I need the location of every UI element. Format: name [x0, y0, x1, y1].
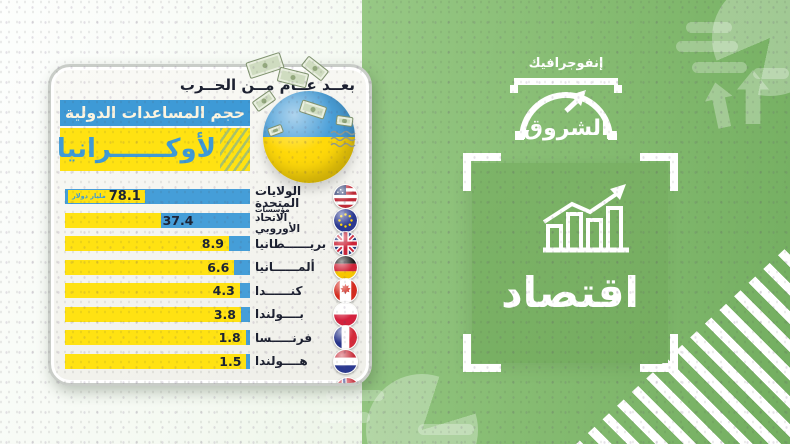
bar-row: 1.5 هــــولندا: [65, 348, 369, 374]
card-title-line1: بعــد عــام مــن الحــرب: [179, 76, 355, 94]
country-label: هــــولندا: [255, 354, 308, 368]
poland-flag-icon: [333, 301, 358, 327]
dollar-bill-icon: [335, 114, 354, 128]
bar-fill: [228, 236, 250, 251]
bar-fill: [245, 330, 250, 345]
bar-fill: [241, 306, 250, 322]
chart-rows: 78.1 مليار دولار الولايات المتحدة 37.4 مؤسسا…: [65, 184, 369, 377]
bar-value: 1.5: [219, 353, 242, 369]
country-label: الولايات المتحدة: [255, 183, 302, 210]
bar-chart-trend-icon: [538, 182, 634, 258]
country-label: ألمــــــانيا: [255, 260, 315, 274]
title-banner-yellow: لأوكــــــرانيا: [56, 128, 250, 171]
bar-value: 8.9: [201, 236, 224, 251]
bar-fill: [239, 283, 250, 298]
bar-track: 37.4: [65, 212, 250, 228]
germany-flag-icon: [333, 254, 358, 280]
speed-line-deco: [320, 412, 370, 423]
country-label: مؤسسات الاتحاد الأوروبي: [255, 204, 329, 235]
usa-flag-icon: [333, 184, 358, 209]
bar-row: 8.9 بريــــــطانيا: [65, 231, 369, 256]
brand-logo: إنفوجرافيك الشروق: [498, 56, 634, 141]
corner-bracket-top-left: [463, 153, 501, 191]
bar-value: 3.8: [213, 306, 236, 322]
up-arrow-deco-icon: [702, 80, 739, 131]
france-flag-icon: [333, 325, 358, 350]
shorouk-arch-cursor-logo-icon: الشروق: [506, 73, 626, 141]
bar-track: 8.9: [65, 236, 250, 251]
bar-track: 6.6: [65, 259, 250, 275]
speed-line-deco: [686, 22, 732, 33]
bar-row: 4.3 كنــــــدا: [65, 278, 369, 303]
country-label: بــــولندا: [255, 307, 304, 321]
canada-flag-icon: [333, 278, 358, 303]
country-label: بريــــــطانيا: [255, 236, 327, 251]
bar-row: 78.1 مليار دولار الولايات المتحدة: [65, 184, 369, 209]
title-banner-blue: حجم المساعدات الدولية: [60, 100, 250, 126]
speed-line-deco: [326, 390, 384, 401]
corner-bracket-bottom-left: [463, 334, 501, 372]
brand-name: الشروق: [523, 116, 609, 141]
country-label-small: مؤسسات: [255, 204, 290, 214]
bar-fill: [246, 353, 250, 369]
bar-track: 3.8: [65, 306, 250, 322]
bar-row: 3.8 بــــولندا: [65, 301, 369, 327]
category-label: اقتصاد: [501, 268, 639, 317]
speed-line-deco: [692, 62, 747, 73]
bar-value: 78.1: [108, 189, 141, 204]
card-title-line3: لأوكــــــرانيا: [56, 134, 216, 164]
partial-flag-icon: [335, 377, 360, 383]
bar-track: 1.8: [65, 330, 250, 345]
eu-flag-icon: [333, 207, 358, 233]
country-label: فرنـــــسا: [255, 330, 313, 345]
category-panel: [472, 163, 668, 363]
squiggle-lines-icon: [330, 130, 356, 154]
uk-flag-icon: [333, 231, 358, 256]
bar-row: 37.4 مؤسسات الاتحاد الأوروبي: [65, 205, 369, 234]
unit-label: مليار دولار: [72, 192, 106, 200]
bar-row: 1.8 فرنـــــسا: [65, 325, 369, 350]
bar-value: 37.4: [162, 212, 194, 228]
bar-value: 6.6: [207, 259, 230, 275]
country-label: كنــــــدا: [255, 283, 303, 298]
country-label-main: الاتحاد الأوروبي: [255, 211, 301, 235]
bar-fill: [161, 212, 250, 228]
corner-bracket-top-right: [640, 153, 678, 191]
speed-line-deco: [676, 41, 738, 52]
brand-infographic-text: إنفوجرافيك: [528, 56, 604, 71]
hatch-deco: [220, 128, 250, 171]
bar-track: 4.3: [65, 283, 250, 298]
green-background: [320, 0, 790, 444]
bar-value: 1.8: [218, 330, 241, 345]
bar-value: 4.3: [212, 283, 235, 298]
value-label-box: 78.1 مليار دولار: [68, 190, 145, 203]
bar-fill: [234, 259, 250, 275]
bar-row: 6.6 ألمــــــانيا: [65, 254, 369, 280]
corner-bracket-bottom-right: [640, 334, 678, 372]
bar-track: 1.5: [65, 353, 250, 369]
speed-line-deco: [418, 424, 474, 435]
speed-line-deco: [753, 68, 789, 79]
bar-track: 78.1 مليار دولار: [65, 189, 250, 204]
netherlands-flag-icon: [333, 348, 358, 374]
